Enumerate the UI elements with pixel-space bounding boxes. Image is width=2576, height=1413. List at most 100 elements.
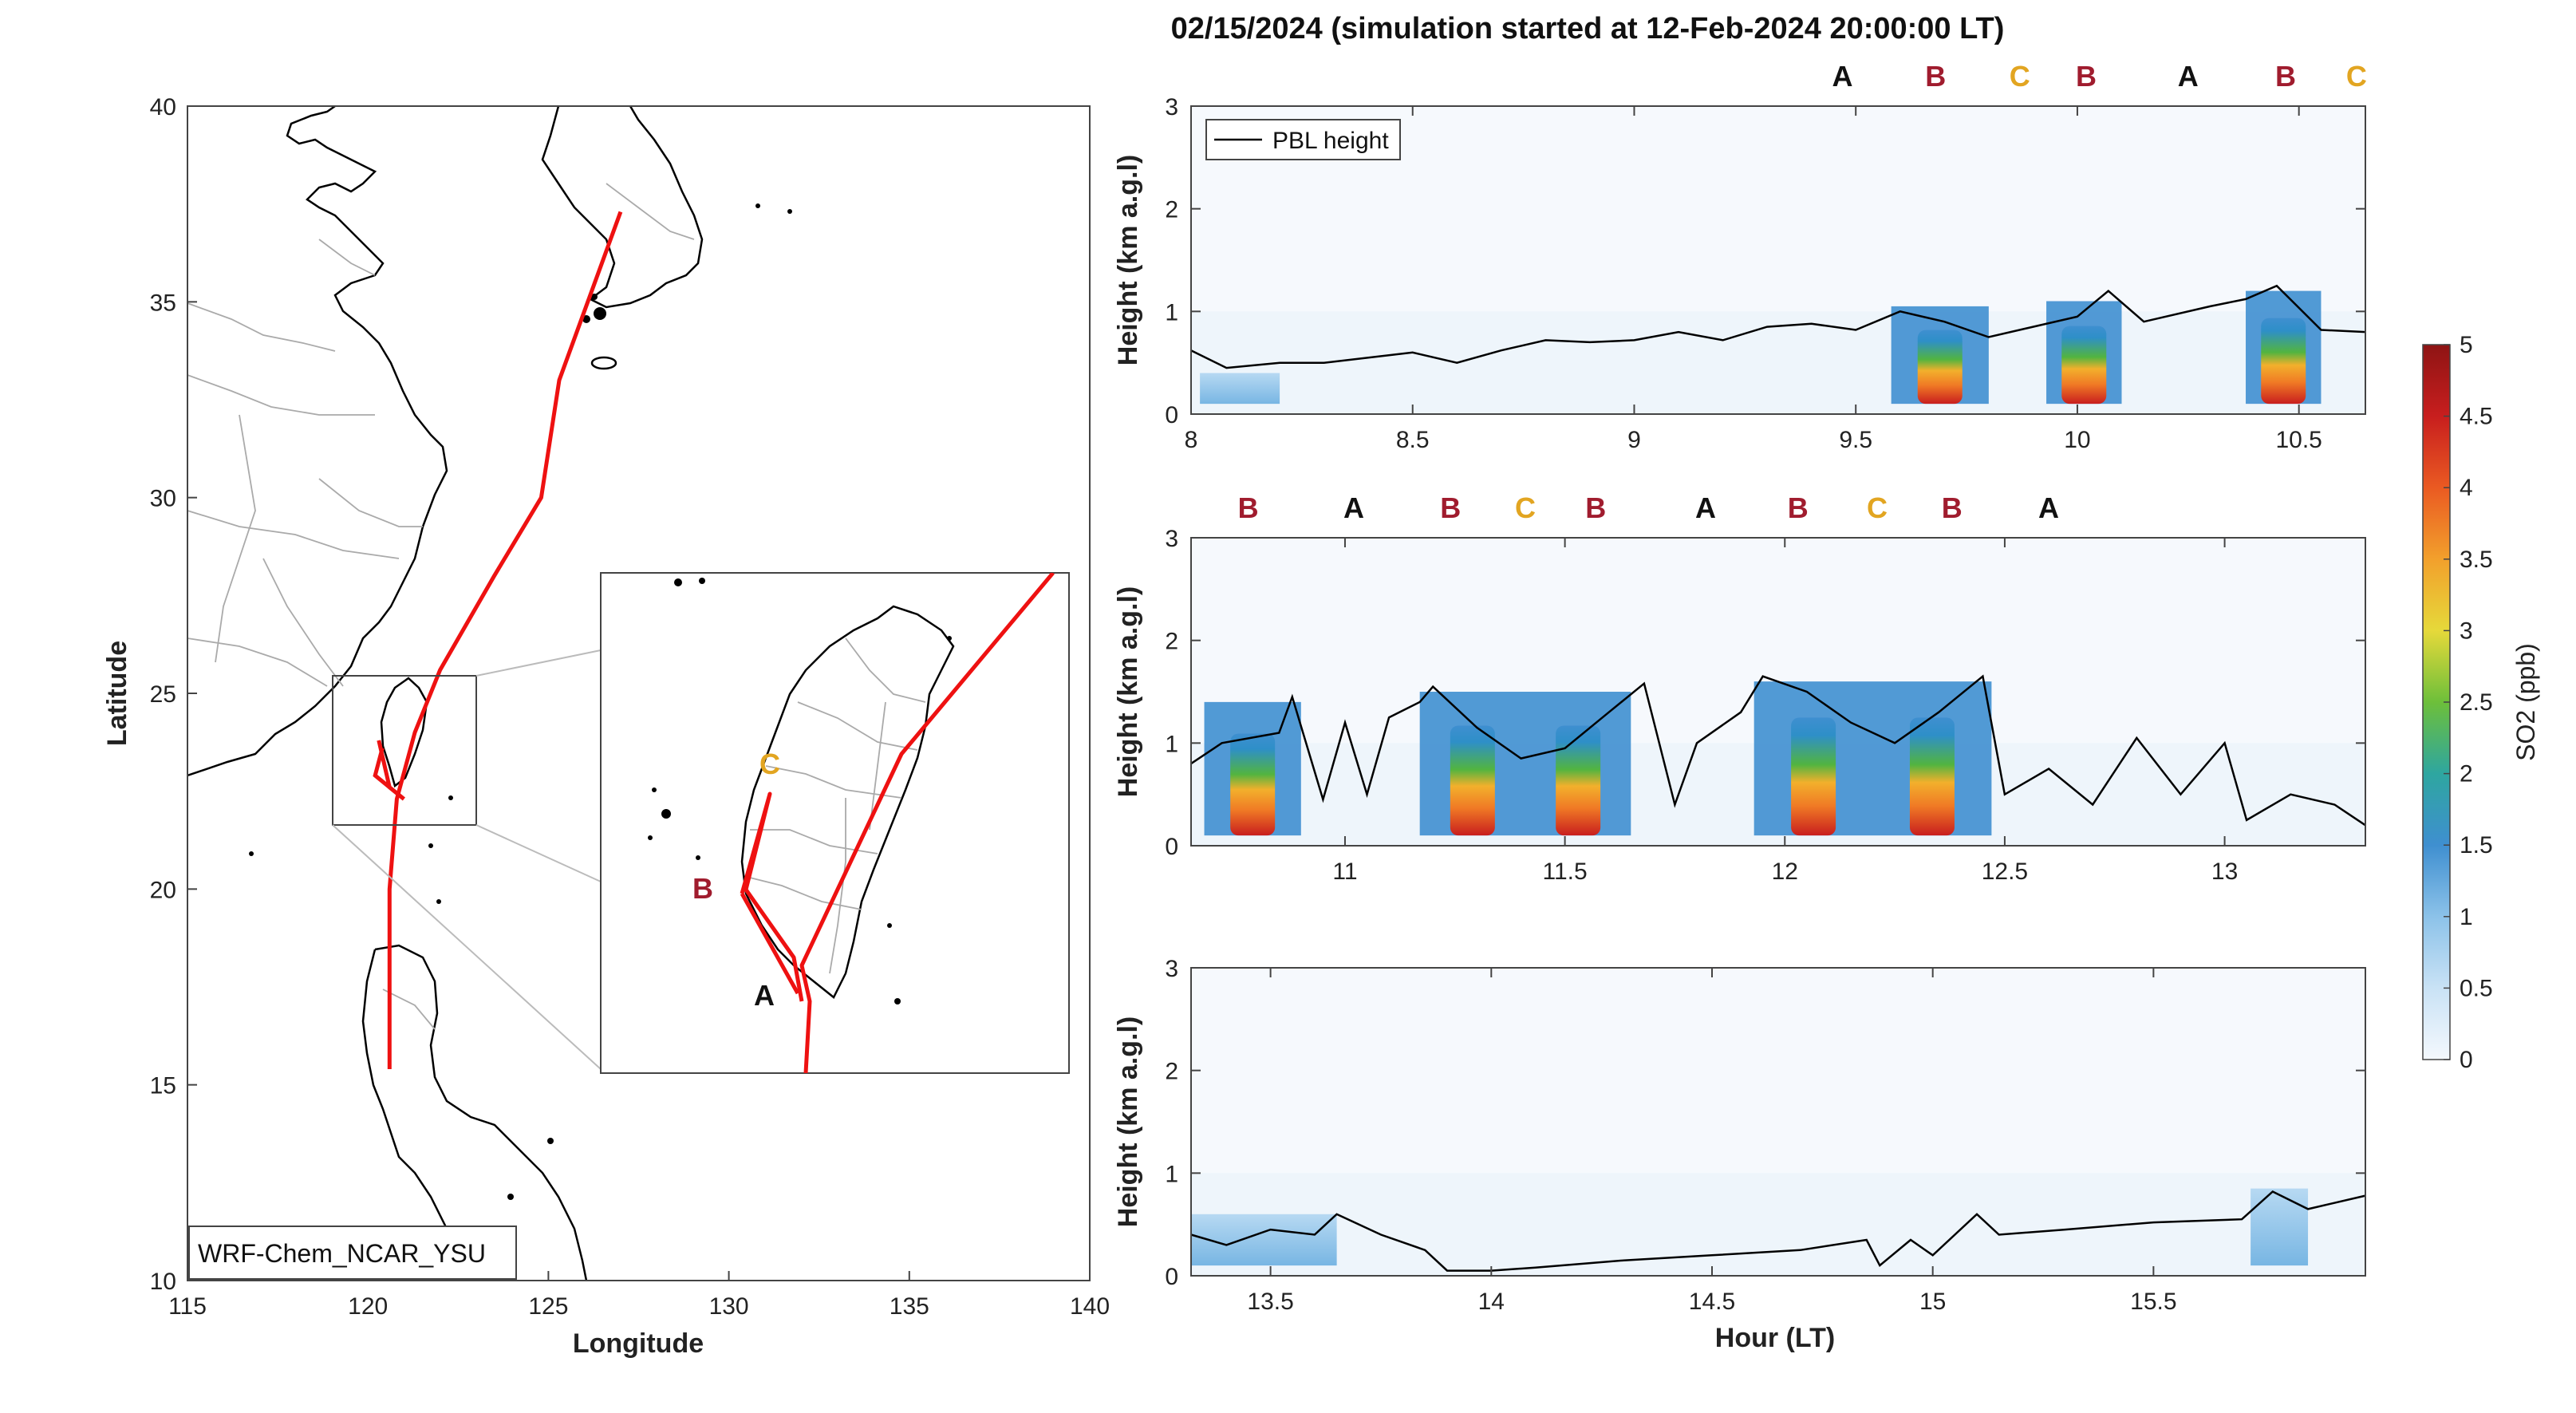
x-tick-label: 13 xyxy=(2211,858,2238,885)
inset-track-segment xyxy=(740,892,800,995)
colorbar-tick-label: 2.5 xyxy=(2460,689,2493,716)
colorbar-tick-label: 4.5 xyxy=(2460,404,2493,430)
y-axis-label: Height (km a.g.l) xyxy=(1113,1016,1143,1227)
inset-connector xyxy=(475,649,602,677)
y-tick-label: 1 xyxy=(1165,1161,1178,1187)
panel-frame xyxy=(1190,537,2366,847)
island xyxy=(699,578,705,584)
y-tick-label: 0 xyxy=(1165,834,1178,860)
x-tick-label: 11.5 xyxy=(1543,858,1588,885)
pbl-height-line xyxy=(1190,1190,2366,1272)
island xyxy=(428,843,433,848)
map-x-tick-label: 130 xyxy=(709,1293,749,1320)
y-tick-label: 2 xyxy=(1165,1059,1178,1085)
y-axis-label: Height (km a.g.l) xyxy=(1113,155,1143,365)
colorbar-tick-label: 3 xyxy=(2460,618,2473,644)
colorbar-tick-label: 0 xyxy=(2460,1047,2473,1073)
county-border xyxy=(797,701,918,751)
site-marker-b: B xyxy=(1788,491,1809,524)
county-border xyxy=(845,637,926,703)
site-marker-a: A xyxy=(1695,491,1716,524)
site-marker-b: B xyxy=(1925,60,1946,93)
inset-track-segment xyxy=(799,573,1055,1073)
map-y-tick-label: 30 xyxy=(150,486,176,512)
model-label: WRF-Chem_NCAR_YSU xyxy=(198,1239,486,1268)
x-tick-label: 10 xyxy=(2064,427,2090,453)
flight-track xyxy=(373,211,623,1069)
map-x-axis-label: Longitude xyxy=(573,1328,704,1359)
site-marker-b: B xyxy=(1585,491,1606,524)
so2-plume-core xyxy=(1450,725,1495,836)
map-y-tick-label: 10 xyxy=(150,1269,176,1295)
colorbar-ticks: 0 0.5 1 1.5 2 2.5 3 3.5 4 4.5 5 xyxy=(2444,332,2493,1073)
inset-county-borders xyxy=(749,637,926,974)
inset-label-a: A xyxy=(754,979,775,1012)
colorbar-label: SO2 (ppb) xyxy=(2511,643,2540,761)
island xyxy=(787,209,792,214)
province-border xyxy=(318,239,376,276)
county-border xyxy=(750,829,878,855)
taiwan-inset: A B C xyxy=(600,572,1070,1074)
figure-title: 02/15/2024 (simulation started at 12-Feb… xyxy=(1171,12,2005,45)
island xyxy=(652,787,657,792)
colorbar-tick-label: 2 xyxy=(2460,761,2473,787)
island xyxy=(696,855,700,860)
map-background-land xyxy=(187,106,792,1281)
so2-plume xyxy=(1753,681,1992,836)
map-y-tick-label: 25 xyxy=(150,681,176,708)
map-y-tick-label: 20 xyxy=(150,877,176,903)
site-marker-c: C xyxy=(2010,60,2030,93)
x-tick-label: 13.5 xyxy=(1247,1289,1293,1315)
x-tick-label: 15.5 xyxy=(2130,1289,2176,1315)
site-marker-a: A xyxy=(1832,60,1853,93)
province-border xyxy=(187,374,375,416)
island xyxy=(661,809,671,819)
province-border xyxy=(187,637,328,687)
map-x-tick-label: 115 xyxy=(168,1293,207,1320)
so2-plume xyxy=(2251,1188,2309,1266)
map-x-ticks: 115 120 125 130 135 140 xyxy=(168,1271,1110,1320)
inset-flight-track xyxy=(740,573,1055,1073)
y-tick-label: 0 xyxy=(1165,402,1178,428)
jeju-island xyxy=(590,356,617,370)
x-tick-label: 15 xyxy=(1919,1289,1946,1315)
map-x-tick-label: 120 xyxy=(348,1293,388,1320)
x-tick-label: 8.5 xyxy=(1396,427,1430,453)
x-tick-label: 12.5 xyxy=(1982,858,2028,885)
island xyxy=(648,835,653,840)
y-axis-label: Height (km a.g.l) xyxy=(1113,586,1143,797)
map-y-axis-label: Latitude xyxy=(102,641,132,746)
so2-plume-core xyxy=(1917,330,1963,405)
so2-plume-core xyxy=(1909,717,1955,836)
flight-track-loop xyxy=(373,740,405,801)
panel-frame xyxy=(1190,105,2366,415)
so2-plume-core xyxy=(1556,725,1601,836)
island xyxy=(507,1194,514,1200)
inset-frame xyxy=(600,572,1070,1074)
island xyxy=(436,899,441,904)
curtain-panel-1: 8 8.5 9 9.5 10 10.5 0 1 2 3 Height (km a.g.l) A B C B A… xyxy=(1113,60,2367,453)
inset-islands xyxy=(648,578,952,1004)
so2-plume-core xyxy=(1791,717,1836,836)
province-border xyxy=(318,478,423,527)
so2-plume-core xyxy=(2261,318,2306,405)
so2-plume-core xyxy=(2061,326,2107,405)
colorbar-tick-label: 0.5 xyxy=(2460,975,2493,1001)
colorbar-tick-label: 1 xyxy=(2460,904,2473,930)
map-y-tick-label: 35 xyxy=(150,290,176,316)
legend-label: PBL height xyxy=(1272,128,1389,154)
colorbar-tick-label: 5 xyxy=(2460,332,2473,358)
map-x-tick-label: 140 xyxy=(1070,1293,1110,1320)
pbl-height-line xyxy=(1190,284,2366,369)
x-tick-label: 8 xyxy=(1185,427,1198,453)
island xyxy=(755,203,760,208)
inset-taiwan-outline xyxy=(740,605,955,999)
site-marker-a: A xyxy=(2178,60,2199,93)
inset-track-segment xyxy=(740,791,804,1002)
site-marker-a: A xyxy=(1343,491,1364,524)
island xyxy=(582,315,590,323)
so2-plume xyxy=(1191,1214,1337,1266)
province-border xyxy=(262,558,344,687)
x-tick-label: 9.5 xyxy=(1839,427,1872,453)
